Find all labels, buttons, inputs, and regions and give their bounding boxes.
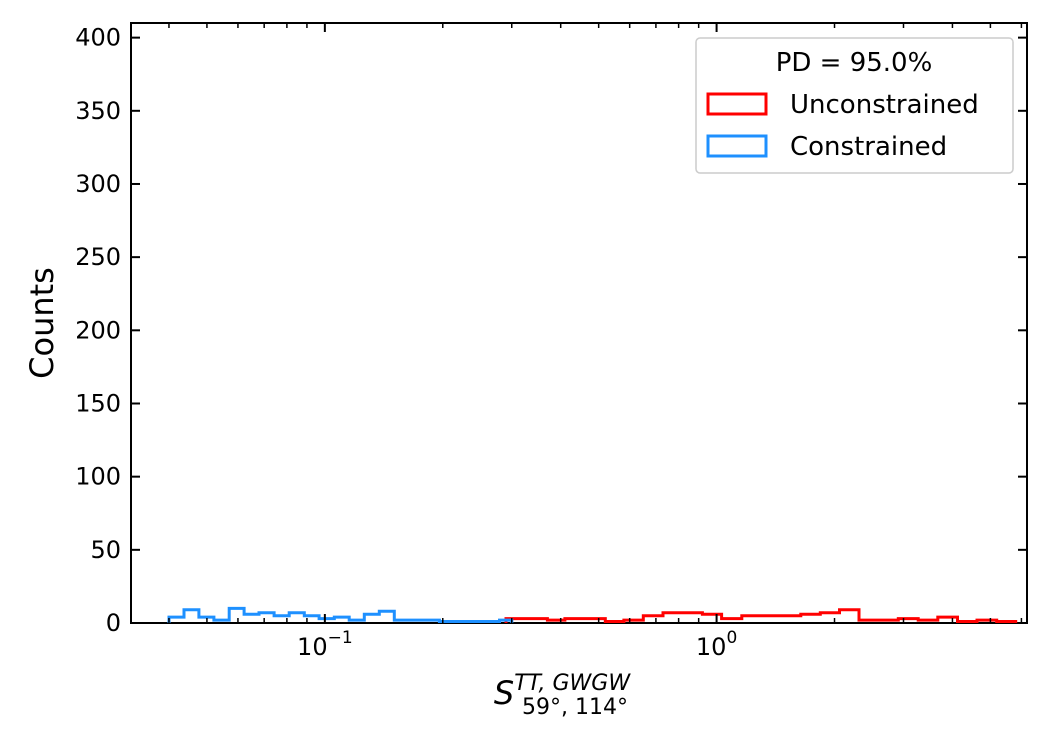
legend-swatch-constrained: [706, 134, 768, 158]
y-tick-label: 50: [90, 536, 121, 564]
legend-title: PD = 95.0%: [776, 48, 933, 78]
y-tick-label: 100: [75, 463, 121, 491]
legend-swatch-unconstrained: [706, 92, 768, 116]
histogram-series-unconstrained: [504, 608, 1018, 623]
series-layer: [167, 606, 1018, 623]
y-tick-label: 300: [75, 170, 121, 198]
x-axis-label: STT, GWGW: [494, 671, 631, 712]
plot-area: [130, 22, 1028, 624]
y-tick-label: 0: [106, 609, 121, 637]
y-axis-label: Counts: [23, 267, 61, 379]
legend-label-constrained: Constrained: [790, 132, 947, 162]
legend-label-unconstrained: Unconstrained: [790, 90, 979, 120]
y-tick-label: 200: [75, 316, 121, 344]
histogram-series-constrained: [167, 606, 514, 623]
x-axis-label-superscript: TT, GWGW: [514, 671, 631, 696]
x-tick-label: 100: [696, 628, 737, 661]
y-tick-label: 150: [75, 389, 121, 417]
y-tick-label: 250: [75, 243, 121, 271]
tick-layer: [131, 23, 1027, 624]
x-tick-label: 10−1: [297, 628, 353, 661]
x-axis-label-main: S: [494, 674, 514, 712]
legend: PD = 95.0% Unconstrained Constrained: [695, 37, 1014, 174]
legend-box: [695, 37, 1014, 174]
plot-frame: [130, 22, 1028, 624]
y-tick-label: 350: [75, 97, 121, 125]
x-axis-label-subscript: 59°, 114°: [522, 695, 628, 720]
y-tick-label: 400: [75, 24, 121, 52]
